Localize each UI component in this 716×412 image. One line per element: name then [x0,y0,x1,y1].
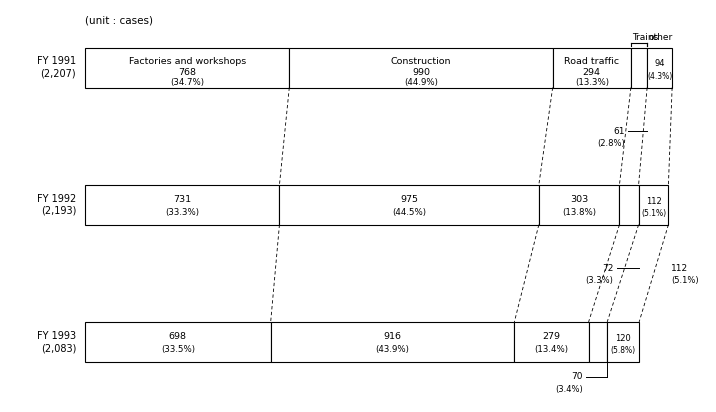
Text: (5.8%): (5.8%) [611,346,636,355]
Text: (5.1%): (5.1%) [641,209,666,218]
Text: Road traffic: Road traffic [564,57,619,66]
Text: 303: 303 [570,195,589,204]
Text: 731: 731 [173,195,191,204]
Text: 975: 975 [400,195,418,204]
Text: (33.3%): (33.3%) [165,208,199,217]
Text: (34.7%): (34.7%) [170,78,204,87]
Bar [553,48,631,88]
Text: Factories and workshops: Factories and workshops [128,57,246,66]
Text: (33.5%): (33.5%) [161,345,195,354]
Bar [647,48,672,88]
Text: FY 1993
(2,083): FY 1993 (2,083) [37,331,76,353]
Text: (13.4%): (13.4%) [534,345,569,354]
Text: 94: 94 [654,59,665,68]
Text: 72: 72 [602,264,614,273]
Text: 294: 294 [583,68,601,77]
Text: (5.1%): (5.1%) [672,276,699,285]
Text: 120: 120 [615,334,631,343]
Text: (2.8%): (2.8%) [597,139,625,148]
Bar [589,322,607,362]
Bar [619,185,639,225]
Text: (44.5%): (44.5%) [392,208,426,217]
Text: 990: 990 [412,68,430,77]
Text: other: other [648,33,672,42]
Text: 768: 768 [178,68,196,77]
Text: Trains: Trains [632,33,658,42]
Text: (43.9%): (43.9%) [376,345,410,354]
Text: 698: 698 [169,332,187,342]
Text: 112: 112 [646,197,662,206]
Bar [289,48,553,88]
Text: (3.4%): (3.4%) [555,385,583,394]
Text: 112: 112 [672,264,689,273]
Text: 70: 70 [571,372,583,382]
Text: (3.3%): (3.3%) [586,276,614,285]
Text: (44.9%): (44.9%) [404,78,438,87]
Bar [271,322,514,362]
Bar [514,322,589,362]
Bar [607,322,639,362]
Bar [639,185,669,225]
Text: (13.3%): (13.3%) [575,78,609,87]
Bar [279,185,539,225]
Bar [539,185,619,225]
Text: 916: 916 [384,332,402,342]
Text: 61: 61 [614,127,625,136]
Text: Construction: Construction [391,57,451,66]
Text: FY 1992
(2,193): FY 1992 (2,193) [37,194,76,216]
Bar [85,185,279,225]
Text: 279: 279 [543,332,561,342]
Text: (13.8%): (13.8%) [562,208,596,217]
Text: FY 1991
(2,207): FY 1991 (2,207) [37,56,76,79]
Text: (4.3%): (4.3%) [647,72,672,81]
Bar [85,48,289,88]
Text: (unit : cases): (unit : cases) [85,15,153,25]
Bar [631,48,647,88]
Bar [85,322,271,362]
